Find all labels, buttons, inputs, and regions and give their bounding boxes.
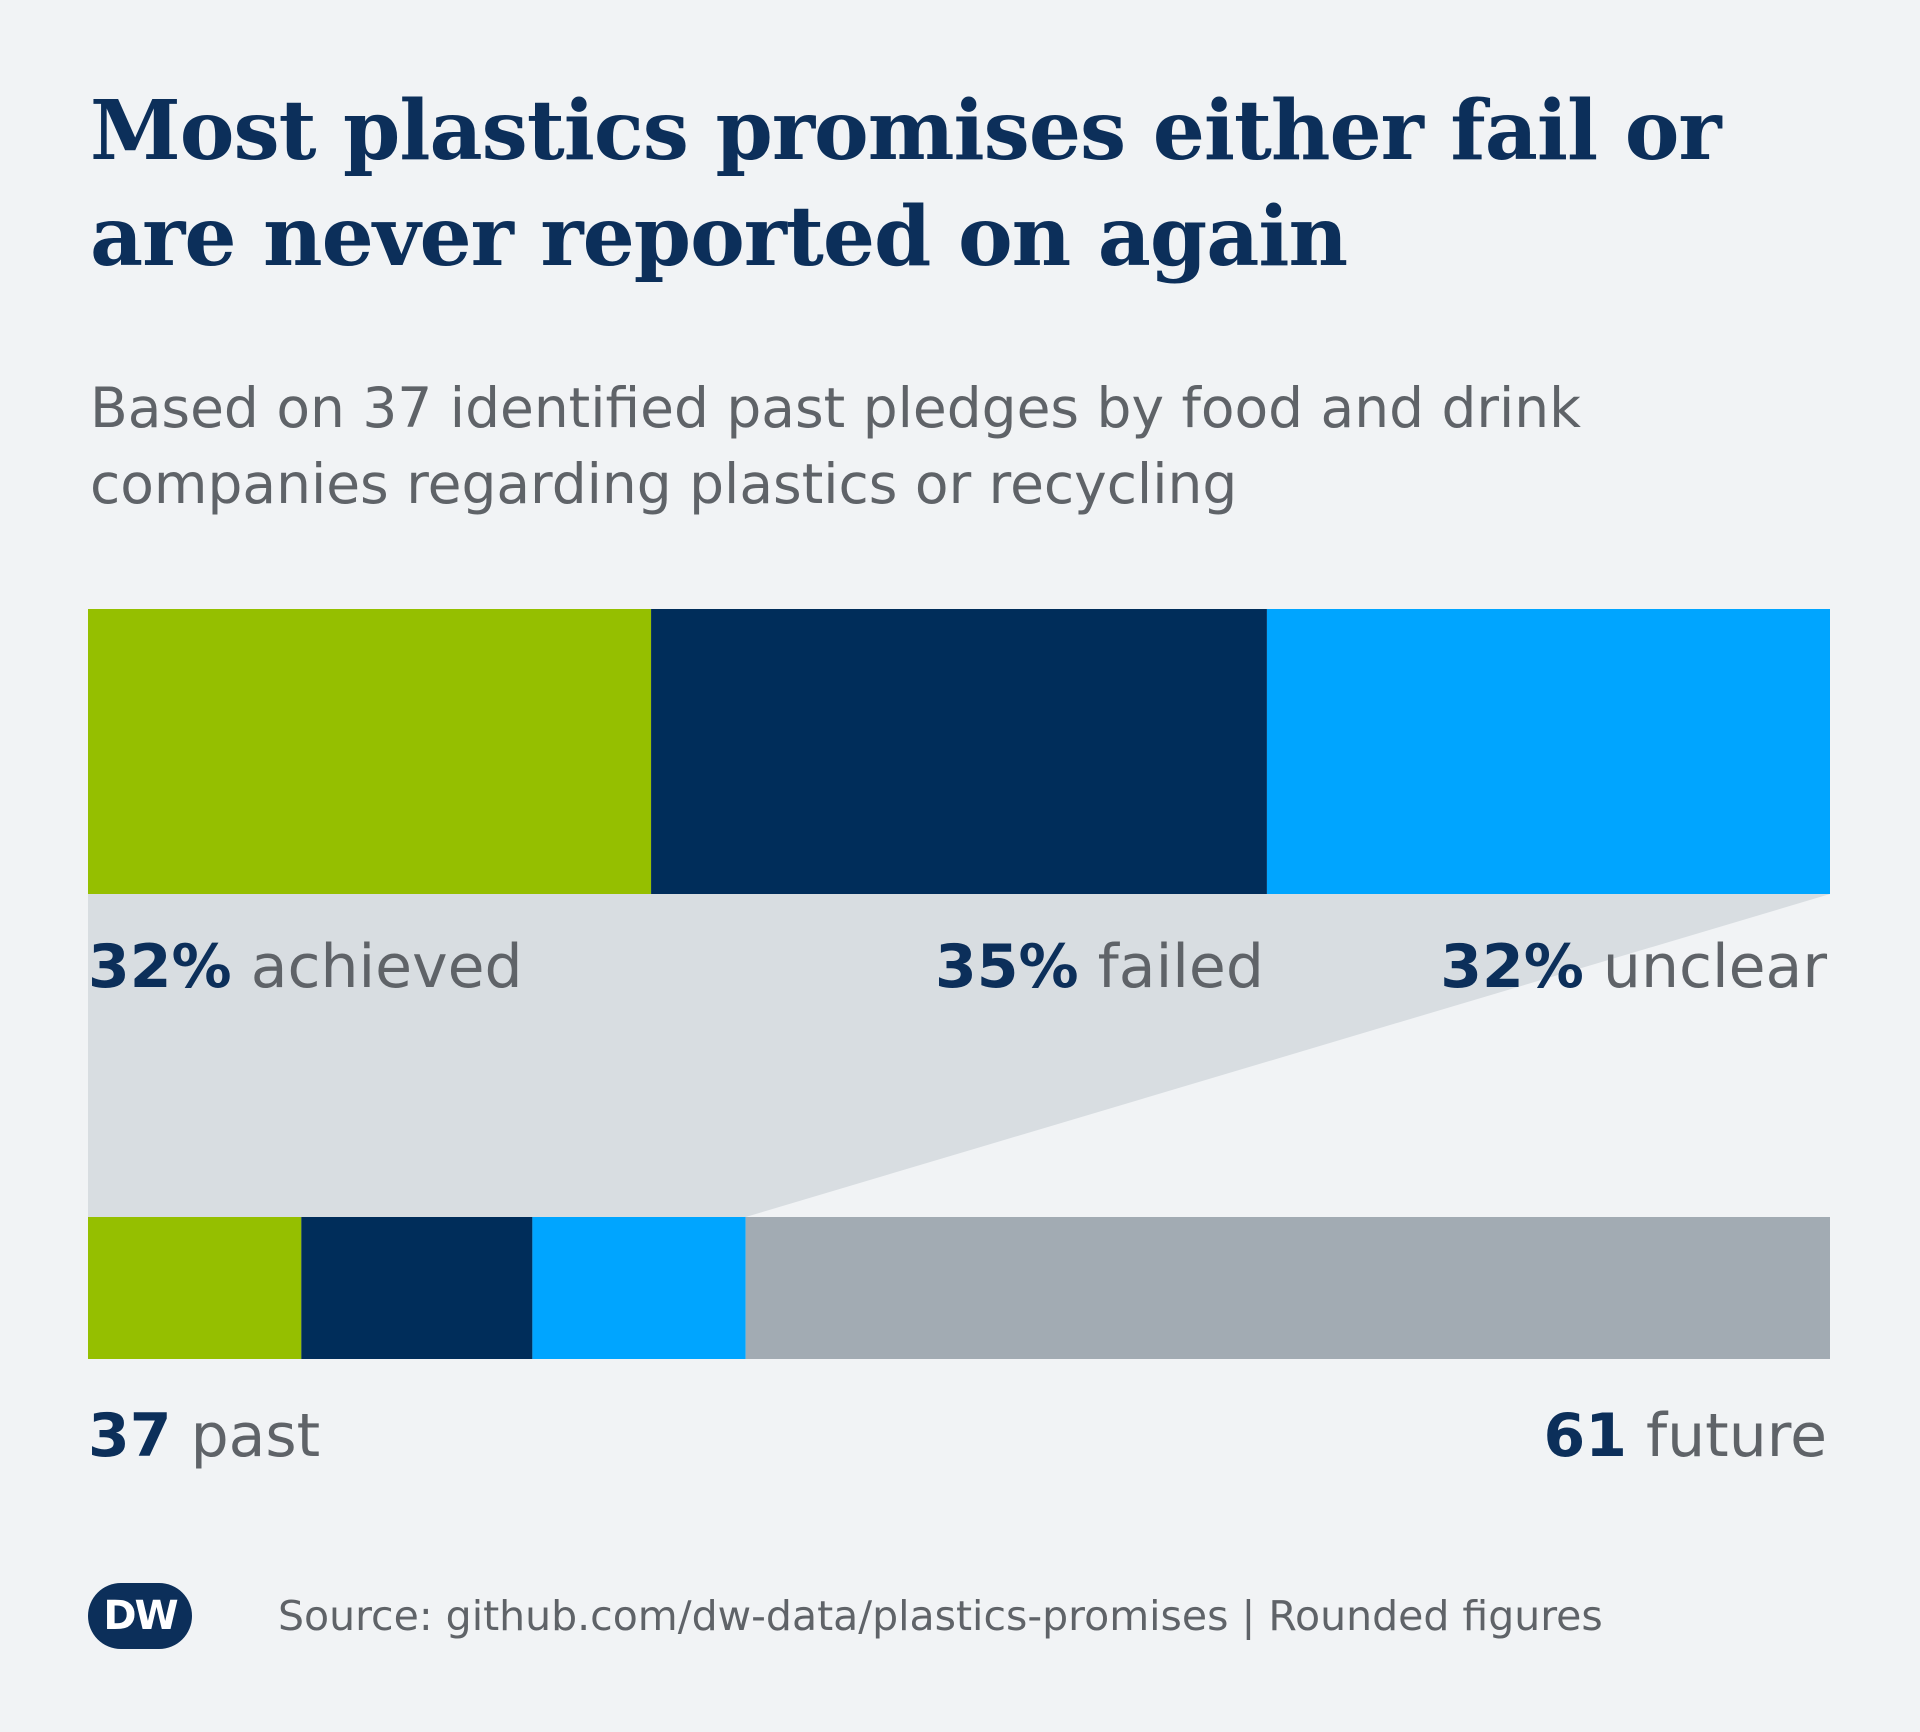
bar-unclear <box>1266 609 1830 894</box>
label-unclear-text: unclear <box>1584 932 1827 1002</box>
label-failed-value: 35% <box>935 932 1079 1002</box>
label-achieved-text: achieved <box>232 932 523 1002</box>
chart-title: Most plastics promises either fail or ar… <box>90 83 1722 285</box>
bar-unclear-small <box>532 1217 746 1359</box>
bar-failed-small <box>301 1217 533 1359</box>
label-achieved-value: 32% <box>88 932 232 1002</box>
label-past-value: 37 <box>88 1401 172 1471</box>
footer: DW Source: github.com/dw-data/plastics-p… <box>88 1583 1603 1649</box>
label-unclear: 32% unclear <box>1440 932 1827 1002</box>
chart-subtitle: Based on 37 identified past pledges by f… <box>90 376 1582 516</box>
bar-failed <box>651 609 1267 894</box>
bar-future-small <box>745 1217 1830 1359</box>
bar-achieved <box>88 609 652 894</box>
label-future-value: 61 <box>1543 1401 1627 1471</box>
dw-logo: DW <box>88 1583 192 1649</box>
label-future: 61 future <box>1543 1401 1827 1471</box>
label-failed: 35% failed <box>935 932 1264 1002</box>
zoom-connector <box>88 894 1830 1217</box>
label-failed-text: failed <box>1079 932 1264 1002</box>
source-note: Source: github.com/dw-data/plastics-prom… <box>278 1592 1603 1640</box>
bar-achieved-small <box>88 1217 302 1359</box>
label-achieved: 32% achieved <box>88 932 523 1002</box>
label-unclear-value: 32% <box>1440 932 1584 1002</box>
label-past: 37 past <box>88 1401 320 1471</box>
label-past-text: past <box>172 1401 321 1471</box>
label-future-text: future <box>1627 1401 1827 1471</box>
